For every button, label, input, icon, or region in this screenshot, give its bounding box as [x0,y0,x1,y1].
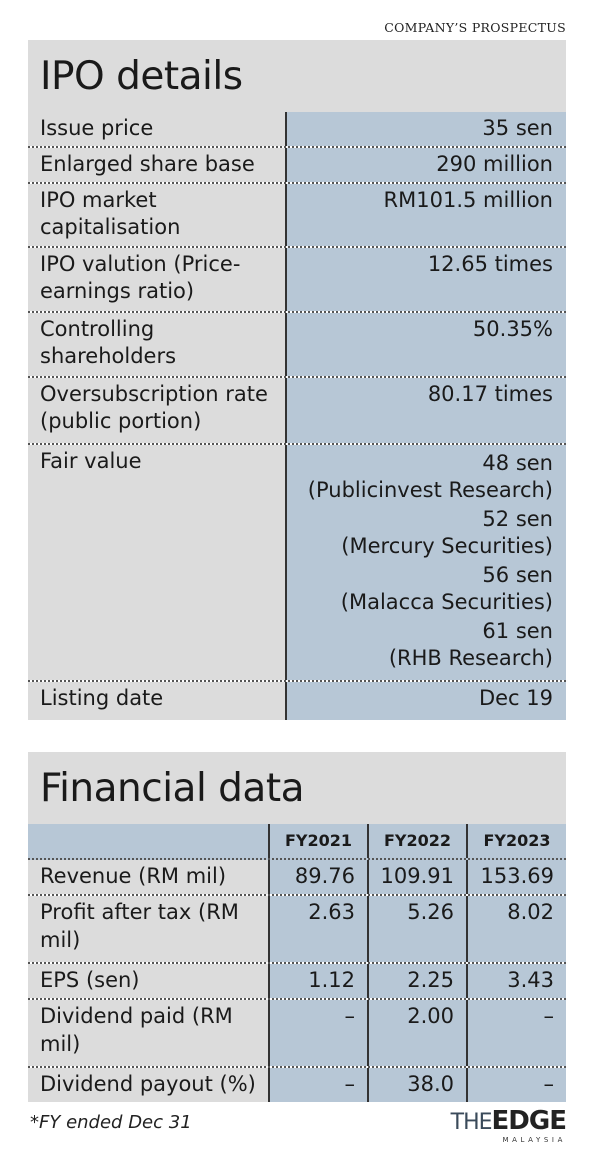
table-row: Dividend payout (%) – 38.0 – [28,1068,566,1102]
row-label: Controlling shareholders [28,313,287,376]
logo-wordmark: THEEDGE [450,1106,567,1136]
row-label: Fair value [28,445,287,680]
row-label: Revenue (RM mil) [28,860,268,894]
row-label: Dividend payout (%) [28,1068,268,1102]
source-label: COMPANY’S PROSPECTUS [384,20,566,35]
the-edge-logo: THEEDGE MALAYSIA [450,1106,567,1144]
row-label: IPO market capitalisation [28,184,287,246]
fair-value-source: (Publicinvest Research) [307,478,553,502]
fair-value-entry: 61 sen (RHB Research) [299,618,553,672]
header-blank [28,824,268,858]
table-cell: 2.00 [367,1000,466,1066]
row-value: Dec 19 [287,682,566,720]
fair-value-price: 48 sen [482,451,553,475]
table-cell: – [268,1000,367,1066]
table-row: Controlling shareholders 50.35% [28,313,566,378]
ipo-details-panel: IPO details Issue price 35 sen Enlarged … [28,40,566,720]
table-cell: 109.91 [367,860,466,894]
row-label: Listing date [28,682,287,720]
table-row: Dividend paid (RM mil) – 2.00 – [28,1000,566,1068]
table-row: IPO market capitalisation RM101.5 millio… [28,184,566,248]
fair-value-entry: 56 sen (Malacca Securities) [299,562,553,616]
table-cell: 2.63 [268,896,367,962]
row-value: RM101.5 million [287,184,566,246]
fair-value-entry: 52 sen (Mercury Securities) [299,506,553,560]
table-cell: 5.26 [367,896,466,962]
table-row: Profit after tax (RM mil) 2.63 5.26 8.02 [28,896,566,964]
row-label: Enlarged share base [28,148,287,182]
table-cell: 1.12 [268,964,367,998]
financial-data-title: Financial data [28,752,566,824]
table-row: Enlarged share base 290 million [28,148,566,184]
logo-subtitle: MALAYSIA [502,1136,566,1144]
column-header: FY2021 [268,824,367,858]
table-cell: 8.02 [466,896,566,962]
table-row: EPS (sen) 1.12 2.25 3.43 [28,964,566,1000]
table-cell: 2.25 [367,964,466,998]
fair-value-row: Fair value 48 sen (Publicinvest Research… [28,445,566,682]
table-cell: 38.0 [367,1068,466,1102]
row-label: Dividend paid (RM mil) [28,1000,268,1066]
fair-value-source: (Mercury Securities) [341,534,553,558]
table-row: Oversubscription rate (public portion) 8… [28,378,566,445]
row-value: 12.65 times [287,248,566,311]
table-cell: – [466,1068,566,1102]
fair-value-price: 52 sen [482,507,553,531]
row-value: 35 sen [287,112,566,146]
row-value: 290 million [287,148,566,182]
table-row: Issue price 35 sen [28,112,566,148]
row-label: EPS (sen) [28,964,268,998]
fair-value-price: 61 sen [482,619,553,643]
row-value: 50.35% [287,313,566,376]
table-cell: 153.69 [466,860,566,894]
row-label: Oversubscription rate (public portion) [28,378,287,443]
table-header: FY2021 FY2022 FY2023 [28,824,566,860]
financial-data-panel: Financial data FY2021 FY2022 FY2023 Reve… [28,752,566,1102]
fair-value-source: (Malacca Securities) [340,590,553,614]
logo-edge: EDGE [491,1106,567,1136]
row-label: Profit after tax (RM mil) [28,896,268,962]
logo-the: THE [450,1110,493,1135]
fair-value-list: 48 sen (Publicinvest Research) 52 sen (M… [287,445,566,680]
row-label: IPO valution (Price-earnings ratio) [28,248,287,311]
column-header: FY2023 [466,824,566,858]
row-label: Issue price [28,112,287,146]
column-header: FY2022 [367,824,466,858]
ipo-details-title: IPO details [28,40,566,112]
table-cell: – [268,1068,367,1102]
table-row: Listing date Dec 19 [28,682,566,720]
fair-value-source: (RHB Research) [388,646,553,670]
footnote: *FY ended Dec 31 [30,1112,192,1133]
table-cell: 89.76 [268,860,367,894]
fair-value-entry: 48 sen (Publicinvest Research) [299,450,553,504]
fair-value-price: 56 sen [482,563,553,587]
row-value: 80.17 times [287,378,566,443]
table-row: Revenue (RM mil) 89.76 109.91 153.69 [28,860,566,896]
table-row: IPO valution (Price-earnings ratio) 12.6… [28,248,566,313]
table-cell: 3.43 [466,964,566,998]
table-cell: – [466,1000,566,1066]
